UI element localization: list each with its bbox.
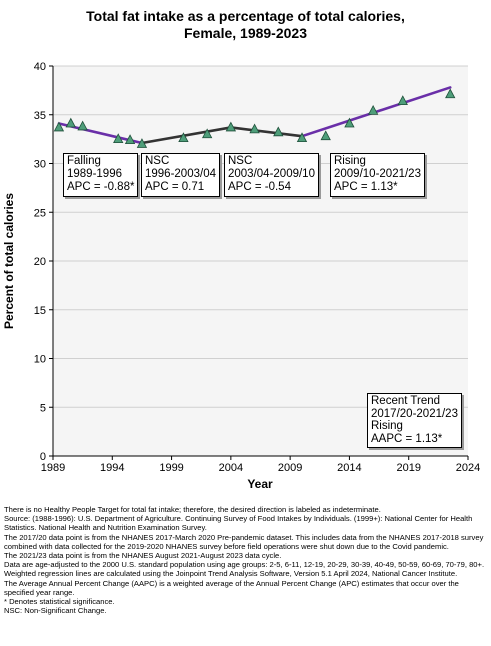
data-point	[445, 88, 456, 99]
data-point	[53, 121, 65, 132]
y-tick-label: 20	[34, 256, 46, 268]
segment-label-line: 1996-2003/04	[145, 168, 216, 180]
footnote: * Denotes statistical significance.	[4, 597, 115, 607]
x-tick-label: 2014	[337, 462, 361, 474]
y-tick-label: 25	[34, 207, 46, 219]
y-tick-label: 40	[34, 61, 46, 73]
data-point	[296, 132, 308, 143]
y-axis-title: Percent of total calories	[2, 193, 16, 329]
x-tick-label: 2024	[456, 462, 480, 474]
trend-line-segment	[229, 126, 304, 138]
data-point	[124, 134, 136, 145]
footnote: The 2021/23 data point is from the NHANE…	[4, 551, 282, 561]
segment-label-rising: Rising 2009/10-2021/23 APC = 1.13*	[330, 153, 425, 197]
trend-line-segment	[140, 126, 233, 145]
x-axis-title: Year	[247, 477, 273, 491]
recent-trend-box: Recent Trend 2017/20-2021/23 Rising AAPC…	[367, 393, 462, 448]
y-tick-label: 0	[40, 451, 46, 463]
y-tick-label: 35	[34, 110, 46, 122]
chart-canvas: 0 5 10 15 20 25 30 35 40 1989 1994 1999 2004 2009 2014…	[2, 61, 480, 491]
y-tick-label: 5	[40, 402, 46, 414]
footnote: There is no Healthy People Target for to…	[4, 505, 381, 514]
segment-label-line: 1989-1996	[67, 168, 122, 180]
footnote: The 2017/20 data point is from the NHANE…	[4, 532, 484, 551]
x-tick-label: 1999	[159, 462, 183, 474]
y-tick-label: 15	[34, 305, 46, 317]
data-point	[136, 138, 148, 148]
segment-label-line: Falling	[67, 155, 101, 167]
data-point	[273, 126, 284, 137]
recent-trend-line: AAPC = 1.13*	[371, 432, 443, 445]
x-tick-label: 2009	[278, 462, 302, 474]
segment-label-falling: Falling 1989-1996 APC = -0.88*	[63, 153, 139, 197]
data-point	[77, 120, 88, 131]
recent-trend-line: Recent Trend	[371, 395, 441, 407]
y-tick-label: 30	[34, 159, 46, 171]
footnote: The Average Annual Percent Change (AAPC)…	[4, 578, 459, 597]
chart-title-line: Total fat intake as a percentage of tota…	[86, 8, 405, 24]
recent-trend-line: 2017/20-2021/23	[371, 407, 458, 420]
data-point	[320, 130, 331, 141]
data-point	[65, 117, 76, 128]
data-point	[201, 128, 213, 139]
recent-trend-line: Rising	[371, 420, 403, 432]
x-tick-label: 2004	[219, 462, 243, 474]
y-tick-label: 10	[34, 354, 46, 366]
segment-label-nsc-2003: NSC 2003/04-2009/10 APC = -0.54	[224, 153, 319, 197]
footnote: NSC: Non-Significant Change.	[4, 606, 107, 616]
footnote: Source: (1988-1996): U.S. Department of …	[4, 514, 473, 533]
segment-label-line: NSC	[228, 155, 253, 167]
segment-label-line: 2003/04-2009/10	[228, 168, 315, 180]
footnotes: There is no Healthy People Target for to…	[4, 505, 488, 615]
segment-label-nsc-1996: NSC 1996-2003/04 APC = 0.71	[141, 153, 220, 197]
axes: 0 5 10 15 20 25 30 35 40 1989 1994 1999 2004 2009 2014…	[34, 61, 480, 474]
x-tick-label: 1994	[100, 462, 124, 474]
data-point	[367, 104, 379, 115]
segment-label-line: 2009/10-2021/23	[334, 168, 421, 180]
data-point	[397, 95, 408, 105]
data-point	[344, 117, 355, 128]
segment-label-line: NSC	[145, 155, 170, 167]
data-point	[249, 123, 260, 134]
segment-label-line: Rising	[334, 155, 366, 167]
segment-label-line: APC = -0.54	[228, 181, 291, 193]
data-point	[178, 132, 189, 143]
x-tick-label: 1989	[41, 462, 65, 474]
segment-label-line: APC = -0.88*	[67, 181, 135, 193]
data-markers	[53, 88, 456, 148]
chart-title-line: Female, 1989-2023	[184, 25, 307, 41]
x-tick-label: 2019	[396, 462, 420, 474]
data-point	[225, 121, 237, 132]
segment-label-line: APC = 0.71	[145, 181, 205, 193]
segment-label-line: APC = 1.13*	[334, 181, 398, 193]
footnote: Data are age-adjusted to the 2000 U.S. s…	[4, 560, 485, 570]
chart-title: Total fat intake as a percentage of tota…	[0, 8, 491, 42]
data-point	[113, 133, 124, 144]
footnote: Weighted regression lines are calculated…	[4, 569, 458, 579]
